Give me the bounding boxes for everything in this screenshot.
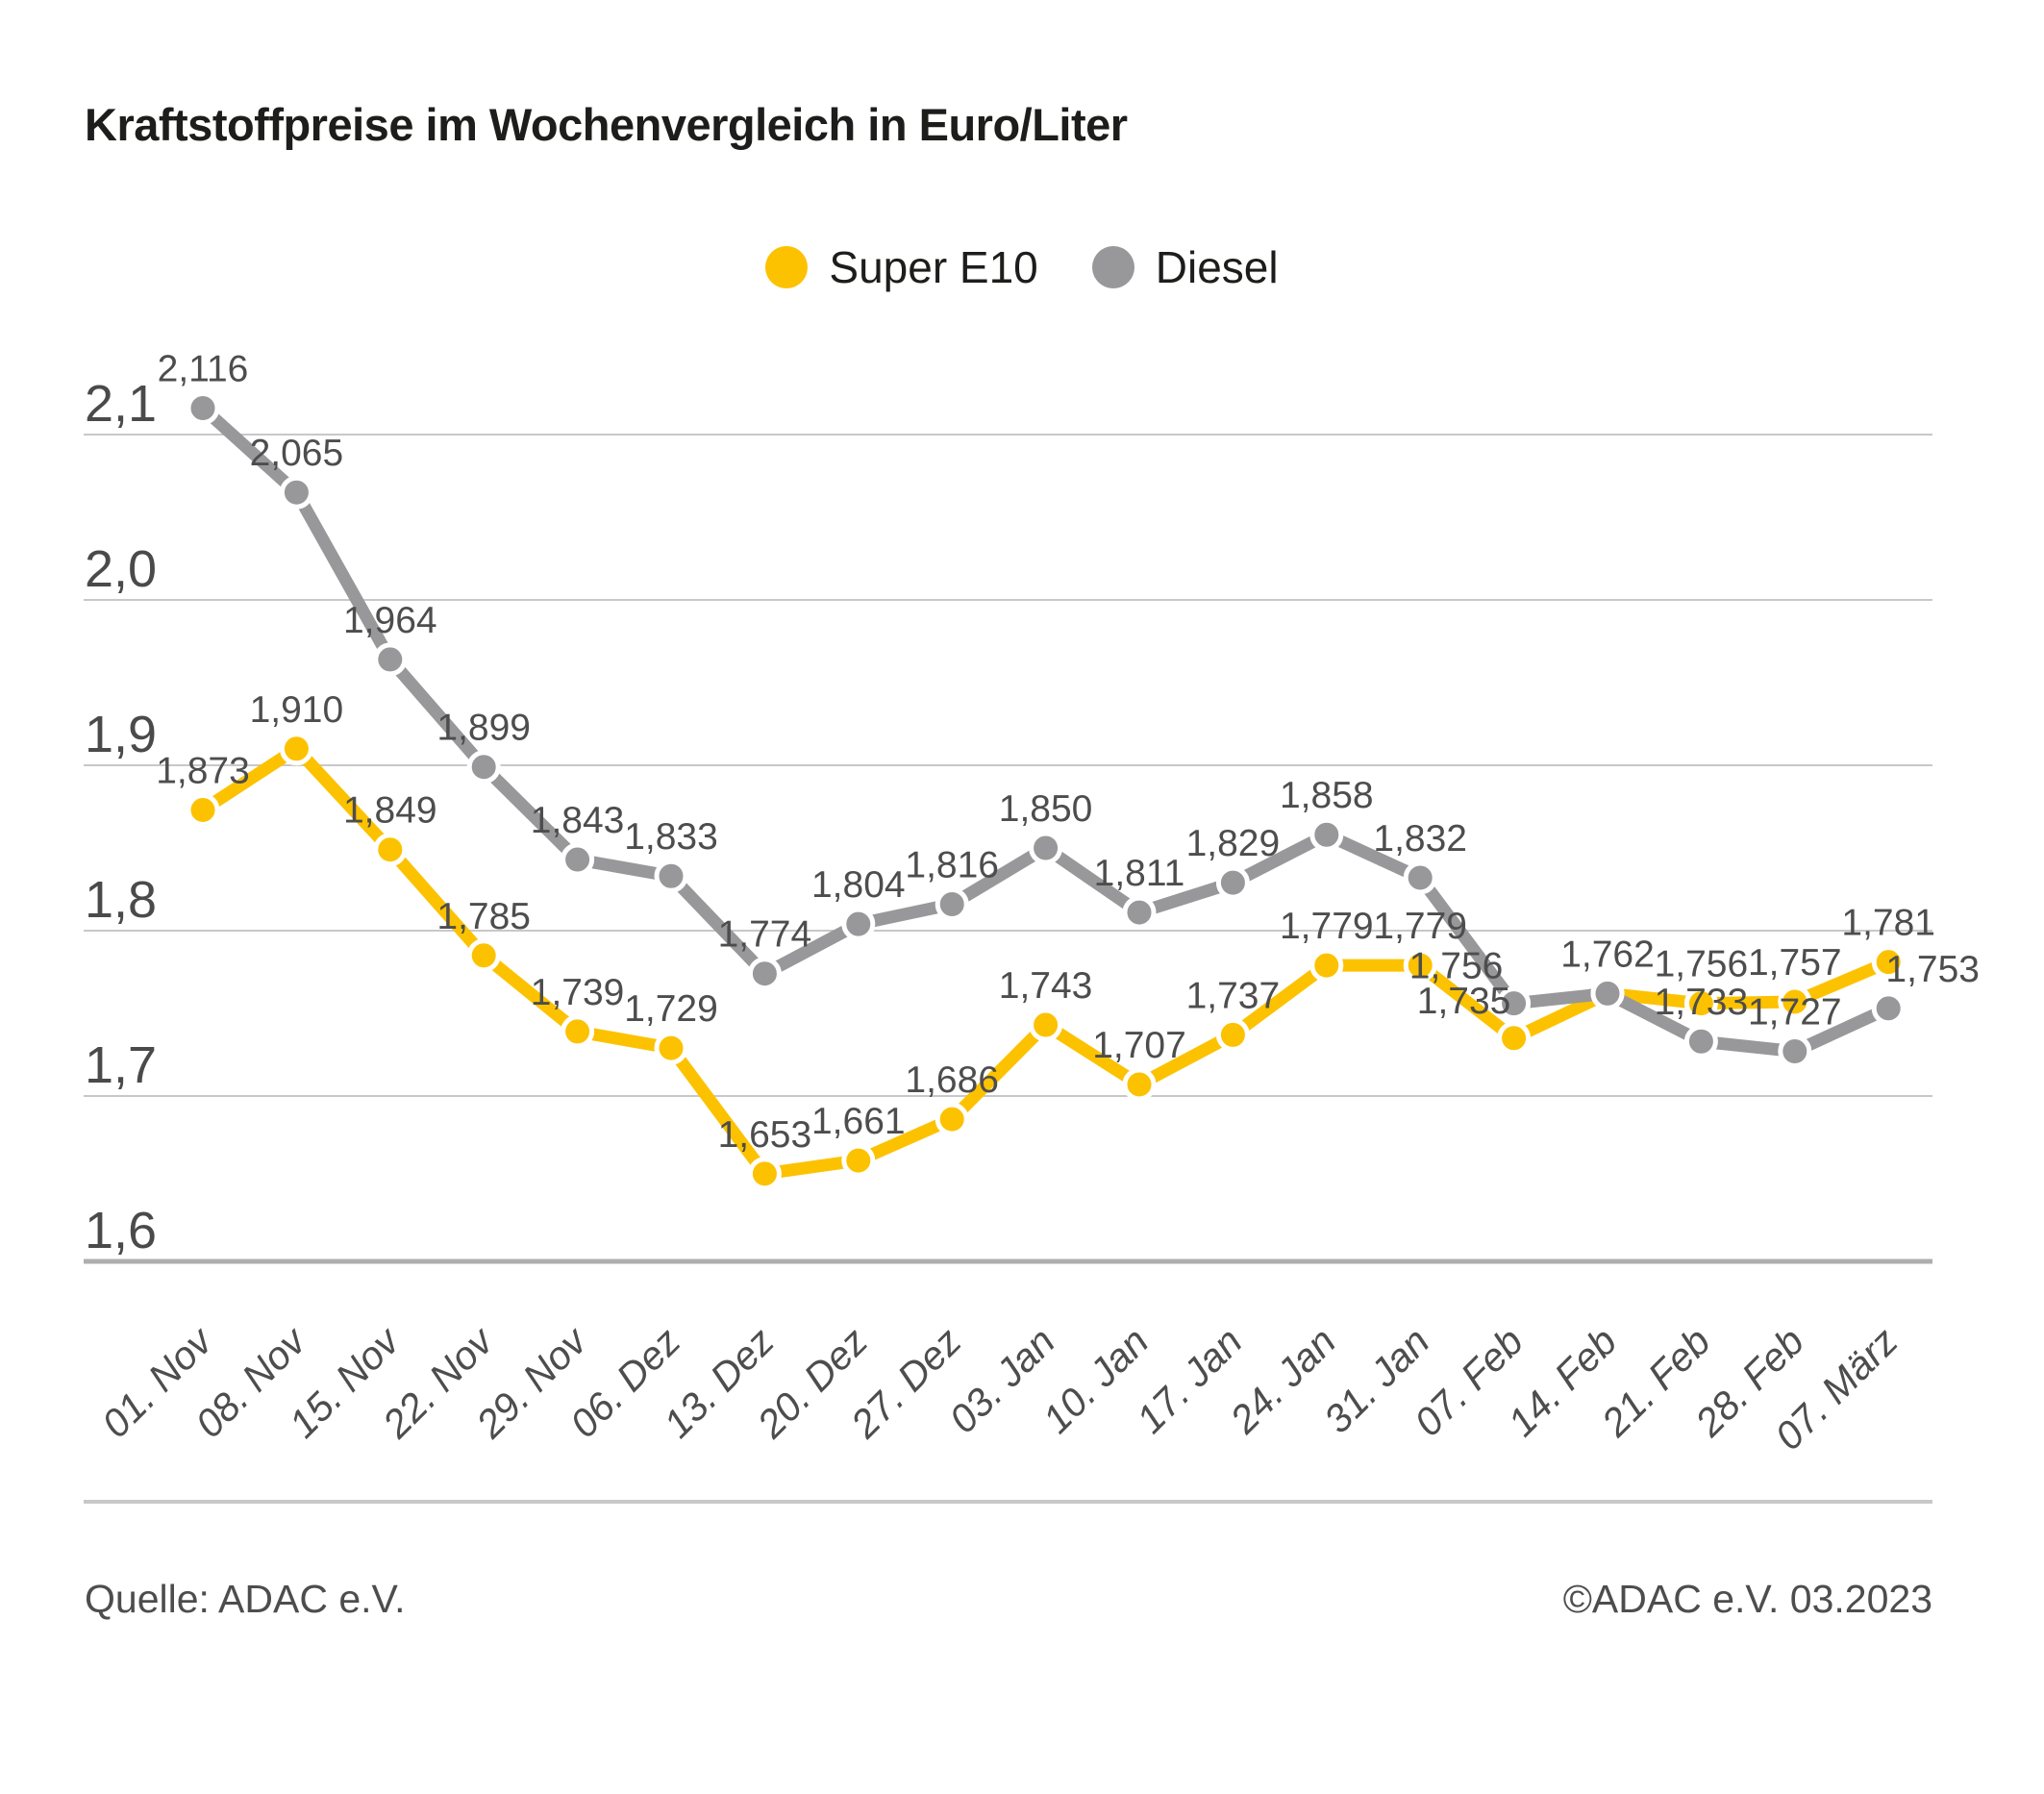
data-point-diesel-7 — [841, 907, 876, 941]
data-point-label-super-e10-4: 1,739 — [531, 972, 625, 1013]
data-point-label-super-e10-14: 1,735 — [1417, 981, 1511, 1022]
x-tick-label-10: 10. Jan — [1034, 1319, 1158, 1442]
data-point-label-super-e10-10: 1,707 — [1092, 1025, 1186, 1066]
data-point-super-e10-9 — [1029, 1008, 1063, 1042]
data-point-diesel-12 — [1309, 817, 1344, 852]
data-point-super-e10-14 — [1497, 1021, 1532, 1056]
data-point-label-diesel-16: 1,733 — [1655, 982, 1749, 1023]
data-point-label-diesel-18: 1,753 — [1885, 949, 1980, 990]
data-point-super-e10-16 — [1683, 986, 1718, 1021]
data-point-diesel-5 — [654, 859, 688, 893]
data-point-label-diesel-10: 1,811 — [1094, 853, 1185, 894]
data-point-diesel-0 — [186, 390, 220, 425]
data-point-label-diesel-8: 1,816 — [905, 844, 999, 885]
data-point-label-super-e10-12: 1,779 — [1280, 906, 1374, 947]
legend-item-diesel: Diesel — [1091, 241, 1279, 293]
data-point-super-e10-18 — [1871, 945, 1906, 980]
data-point-diesel-2 — [373, 642, 408, 677]
legend-label-super-e10: Super E10 — [829, 242, 1038, 292]
data-point-diesel-6 — [747, 957, 782, 991]
data-point-diesel-9 — [1029, 831, 1063, 865]
y-tick-label-2-0: 2,0 — [85, 540, 157, 598]
data-point-super-e10-10 — [1122, 1067, 1157, 1102]
data-point-super-e10-3 — [466, 938, 501, 973]
data-point-label-super-e10-16: 1,756 — [1655, 944, 1749, 985]
data-point-label-diesel-12: 1,858 — [1280, 775, 1374, 816]
x-tick-label-11: 17. Jan — [1128, 1319, 1251, 1442]
copyright-note: ©ADAC e.V. 03.2023 — [1562, 1577, 1932, 1621]
y-tick-label-1-6: 1,6 — [85, 1202, 157, 1259]
data-point-label-diesel-7: 1,804 — [811, 864, 906, 906]
data-point-super-e10-4 — [561, 1014, 595, 1049]
data-point-label-diesel-6: 1,774 — [718, 914, 812, 956]
legend-dot-super-e10 — [765, 246, 809, 288]
y-tick-label-2-1: 2,1 — [85, 375, 157, 433]
data-point-diesel-16 — [1683, 1024, 1718, 1059]
data-point-super-e10-8 — [935, 1102, 969, 1136]
data-point-super-e10-7 — [841, 1143, 876, 1178]
data-point-diesel-4 — [561, 842, 595, 877]
data-point-label-super-e10-6: 1,653 — [718, 1114, 812, 1156]
data-point-super-e10-1 — [279, 732, 313, 766]
data-point-label-super-e10-9: 1,743 — [999, 965, 1093, 1007]
data-point-label-super-e10-5: 1,729 — [624, 988, 718, 1030]
data-point-label-diesel-1: 2,065 — [250, 433, 344, 474]
data-point-diesel-10 — [1122, 895, 1157, 930]
y-tick-label-1-8: 1,8 — [85, 871, 157, 929]
data-point-label-diesel-17: 1,727 — [1748, 992, 1842, 1034]
data-point-super-e10-11 — [1215, 1017, 1250, 1052]
data-point-label-diesel-0: 2,116 — [158, 348, 249, 389]
data-point-label-super-e10-2: 1,849 — [343, 790, 437, 832]
y-tick-label-1-7: 1,7 — [85, 1036, 157, 1094]
data-point-diesel-13 — [1403, 860, 1437, 895]
data-point-label-diesel-15: 1,762 — [1560, 934, 1655, 975]
data-point-label-diesel-5: 1,833 — [624, 816, 718, 858]
footer-divider — [84, 1500, 1932, 1504]
data-point-diesel-8 — [935, 886, 969, 921]
y-tick-label-1-9: 1,9 — [85, 706, 157, 763]
data-point-super-e10-6 — [747, 1157, 782, 1191]
data-point-label-super-e10-18: 1,781 — [1841, 903, 1935, 944]
data-point-diesel-15 — [1590, 976, 1625, 1010]
data-point-label-super-e10-13: 1,779 — [1373, 906, 1467, 947]
data-point-label-diesel-2: 1,964 — [343, 600, 437, 641]
data-point-super-e10-2 — [373, 833, 408, 867]
data-point-diesel-18 — [1871, 991, 1906, 1026]
legend-item-super-e10: Super E10 — [765, 241, 1038, 293]
source-note: Quelle: ADAC e.V. — [85, 1577, 406, 1621]
data-point-label-diesel-13: 1,832 — [1373, 818, 1467, 860]
legend: Super E10 Diesel — [0, 241, 2044, 293]
data-point-label-super-e10-11: 1,737 — [1186, 975, 1281, 1016]
data-point-diesel-1 — [279, 475, 313, 510]
data-point-diesel-11 — [1215, 865, 1250, 900]
data-point-super-e10-5 — [654, 1031, 688, 1065]
data-point-label-diesel-3: 1,899 — [436, 708, 531, 749]
data-point-label-diesel-11: 1,829 — [1186, 823, 1281, 864]
data-point-super-e10-0 — [186, 792, 220, 827]
x-tick-label-9: 03. Jan — [940, 1319, 1063, 1442]
footer: Quelle: ADAC e.V. ©ADAC e.V. 03.2023 — [85, 1577, 1932, 1622]
legend-dot-diesel — [1091, 246, 1134, 288]
data-point-super-e10-12 — [1309, 948, 1344, 983]
data-point-diesel-14 — [1497, 986, 1532, 1021]
legend-label-diesel: Diesel — [1155, 242, 1279, 292]
data-point-label-super-e10-3: 1,785 — [436, 896, 531, 937]
data-point-super-e10-17 — [1778, 984, 1812, 1019]
data-point-label-super-e10-8: 1,686 — [905, 1059, 999, 1101]
data-point-label-diesel-9: 1,850 — [999, 788, 1093, 830]
data-point-label-super-e10-1: 1,910 — [250, 689, 344, 731]
data-point-label-diesel-14: 1,756 — [1409, 946, 1504, 987]
x-tick-label-12: 24. Jan — [1221, 1319, 1344, 1442]
data-point-diesel-17 — [1778, 1034, 1812, 1069]
data-point-label-diesel-4: 1,843 — [531, 800, 625, 841]
data-point-label-super-e10-7: 1,661 — [811, 1101, 906, 1142]
data-point-super-e10-13 — [1403, 948, 1437, 983]
data-point-label-super-e10-17: 1,757 — [1748, 942, 1842, 984]
data-point-diesel-3 — [466, 750, 501, 785]
data-point-label-super-e10-0: 1,873 — [156, 750, 250, 791]
chart-title: Kraftstoffpreise im Wochenvergleich in E… — [85, 99, 1128, 150]
